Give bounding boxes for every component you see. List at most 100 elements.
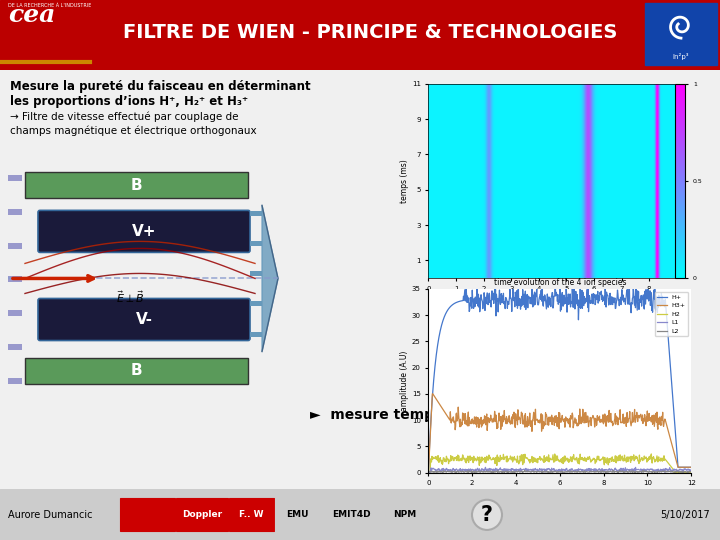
Bar: [250, 332, 262, 336]
Polygon shape: [262, 205, 278, 352]
H+: [580, 302, 588, 309]
L1: [481, 464, 490, 470]
Bar: [8, 276, 22, 282]
H2: [492, 455, 500, 462]
Legend: H+, H3+, H2, L1, L2: H+, H3+, H2, L1, L2: [654, 292, 688, 336]
Bar: [250, 272, 262, 276]
H+: [687, 464, 696, 470]
H2: [543, 457, 552, 464]
H+: [543, 291, 552, 297]
H3+: [544, 419, 552, 426]
Line: H3+: H3+: [428, 394, 691, 472]
Bar: [8, 344, 22, 350]
L2: [492, 468, 500, 475]
L2: [687, 468, 696, 475]
H+: [622, 287, 631, 294]
Title: time evolution of the 4 ion species: time evolution of the 4 ion species: [493, 278, 626, 287]
Line: H2: H2: [428, 454, 691, 472]
Bar: [428, 498, 468, 531]
Bar: [645, 3, 717, 65]
Text: 5/10/2017: 5/10/2017: [660, 510, 710, 520]
Bar: [250, 211, 262, 217]
L1: [492, 467, 500, 473]
Text: → Filtre de vitesse effectué par couplage de: → Filtre de vitesse effectué par couplag…: [10, 111, 238, 122]
Text: cea: cea: [8, 3, 55, 27]
Text: V+: V+: [132, 224, 156, 239]
H3+: [428, 390, 436, 397]
H3+: [580, 412, 588, 418]
L1: [580, 467, 588, 473]
X-axis label: torslo*(-V): torslo*(-V): [533, 294, 572, 303]
Text: $\vec{E} \perp \vec{B}$: $\vec{E} \perp \vec{B}$: [116, 290, 144, 306]
H2: [424, 469, 433, 476]
Y-axis label: temps (ms): temps (ms): [400, 159, 409, 203]
H+: [471, 303, 480, 310]
Line: L1: L1: [428, 467, 691, 472]
H3+: [687, 464, 696, 470]
L1: [622, 466, 631, 472]
Text: B: B: [131, 363, 143, 378]
Text: Doppler: Doppler: [182, 510, 222, 519]
Y-axis label: amplitude (A.U): amplitude (A.U): [400, 350, 409, 411]
Text: champs magnétique et électrique orthogonaux: champs magnétique et électrique orthogon…: [10, 125, 256, 136]
Bar: [25, 357, 248, 383]
Text: EMIT4D: EMIT4D: [332, 510, 370, 519]
Bar: [8, 243, 22, 249]
L1: [471, 469, 480, 475]
Bar: [176, 498, 228, 531]
Bar: [8, 310, 22, 316]
L1: [544, 466, 552, 472]
Bar: [8, 377, 22, 383]
H2: [622, 459, 631, 465]
Text: les proportions d’ions H⁺, H₂⁺ et H₃⁺: les proportions d’ions H⁺, H₂⁺ et H₃⁺: [10, 95, 248, 108]
Text: EMU: EMU: [287, 510, 309, 519]
H+: [600, 292, 608, 299]
H2: [647, 451, 656, 457]
L2: [600, 469, 608, 475]
Bar: [229, 498, 274, 531]
Circle shape: [472, 500, 502, 530]
Text: ►  mesure temporelle: ► mesure temporelle: [310, 408, 479, 422]
Text: NPM: NPM: [393, 510, 416, 519]
Bar: [8, 209, 22, 215]
Text: In²p³: In²p³: [672, 53, 689, 59]
Text: Mesure la pureté du faisceau en déterminant: Mesure la pureté du faisceau en détermin…: [10, 80, 310, 93]
H2: [471, 455, 480, 462]
L1: [424, 469, 433, 476]
H+: [424, 469, 433, 476]
Text: DE LA RECHERCHE À L'INDUSTRIE: DE LA RECHERCHE À L'INDUSTRIE: [8, 3, 91, 8]
Bar: [250, 241, 262, 246]
L2: [580, 469, 588, 476]
L2: [424, 469, 433, 475]
Text: ?: ?: [481, 505, 493, 525]
X-axis label: time (ms): time (ms): [541, 489, 578, 498]
Text: FILTRE DE WIEN - PRINCIPE & TECHNOLOGIES: FILTRE DE WIEN - PRINCIPE & TECHNOLOGIES: [123, 23, 617, 42]
L1: [687, 467, 696, 474]
H3+: [622, 410, 631, 417]
H2: [600, 459, 608, 465]
Bar: [250, 301, 262, 307]
H2: [579, 456, 588, 462]
H3+: [492, 418, 500, 425]
FancyBboxPatch shape: [38, 299, 250, 341]
H3+: [471, 421, 480, 427]
Text: F.. W: F.. W: [239, 510, 264, 519]
L2: [471, 468, 480, 475]
Bar: [382, 498, 427, 531]
L2: [631, 470, 639, 476]
L1: [600, 467, 608, 474]
FancyBboxPatch shape: [38, 211, 250, 252]
Text: Aurore Dumancic: Aurore Dumancic: [8, 510, 92, 520]
Bar: [120, 498, 175, 531]
Text: V-: V-: [135, 312, 153, 327]
H3+: [600, 418, 608, 425]
H3+: [424, 469, 433, 476]
Line: L2: L2: [428, 470, 691, 473]
Bar: [275, 498, 320, 531]
Bar: [25, 172, 248, 198]
L2: [544, 468, 552, 475]
L2: [521, 467, 529, 474]
Line: H+: H+: [428, 275, 691, 472]
H+: [492, 313, 500, 319]
Bar: [8, 176, 22, 181]
